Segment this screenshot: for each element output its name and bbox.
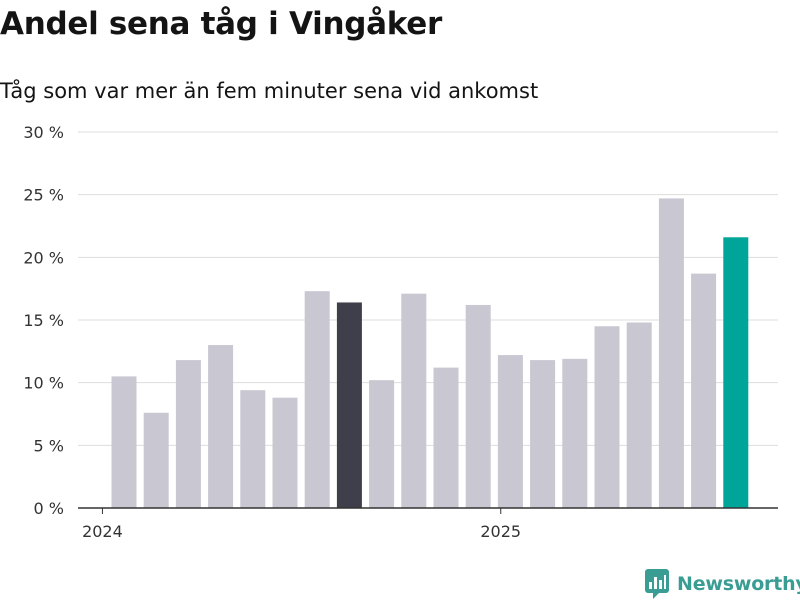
bar <box>401 293 427 508</box>
bar <box>336 302 362 508</box>
bar <box>240 390 266 508</box>
chart-subtitle: Tåg som var mer än fem minuter sena vid … <box>0 79 539 103</box>
y-tick-label: 25 % <box>23 186 64 205</box>
x-tick-label: 2024 <box>82 522 123 541</box>
bar <box>594 326 620 508</box>
bar <box>433 367 459 508</box>
bar <box>272 397 298 508</box>
bar <box>304 291 330 508</box>
bar <box>175 360 201 508</box>
y-tick-label: 15 % <box>23 311 64 330</box>
y-tick-label: 30 % <box>23 123 64 142</box>
y-tick-label: 20 % <box>23 248 64 267</box>
bar <box>562 358 588 508</box>
bar <box>369 380 395 508</box>
y-tick-label: 5 % <box>34 436 64 455</box>
y-tick-label: 0 % <box>34 499 64 518</box>
bar <box>691 273 717 508</box>
bar <box>111 376 137 508</box>
bar <box>626 322 652 508</box>
bar <box>723 237 749 508</box>
x-tick-label: 2025 <box>480 522 521 541</box>
bar <box>497 355 523 508</box>
bar <box>530 360 556 508</box>
bar <box>658 198 684 508</box>
y-tick-label: 10 % <box>23 374 64 393</box>
newsworthy-logo: Newsworthy <box>645 569 800 599</box>
bar <box>465 304 491 508</box>
chart-title: Andel sena tåg i Vingåker <box>0 6 442 42</box>
bar-chart: 0 % 5 % 10 % 15 % 20 % 25 % 30 % 2024 2025 <box>23 123 778 541</box>
newsworthy-logo-text: Newsworthy <box>677 573 800 595</box>
newsworthy-logo-icon <box>645 569 669 599</box>
bar <box>143 412 169 508</box>
bar <box>208 345 234 508</box>
